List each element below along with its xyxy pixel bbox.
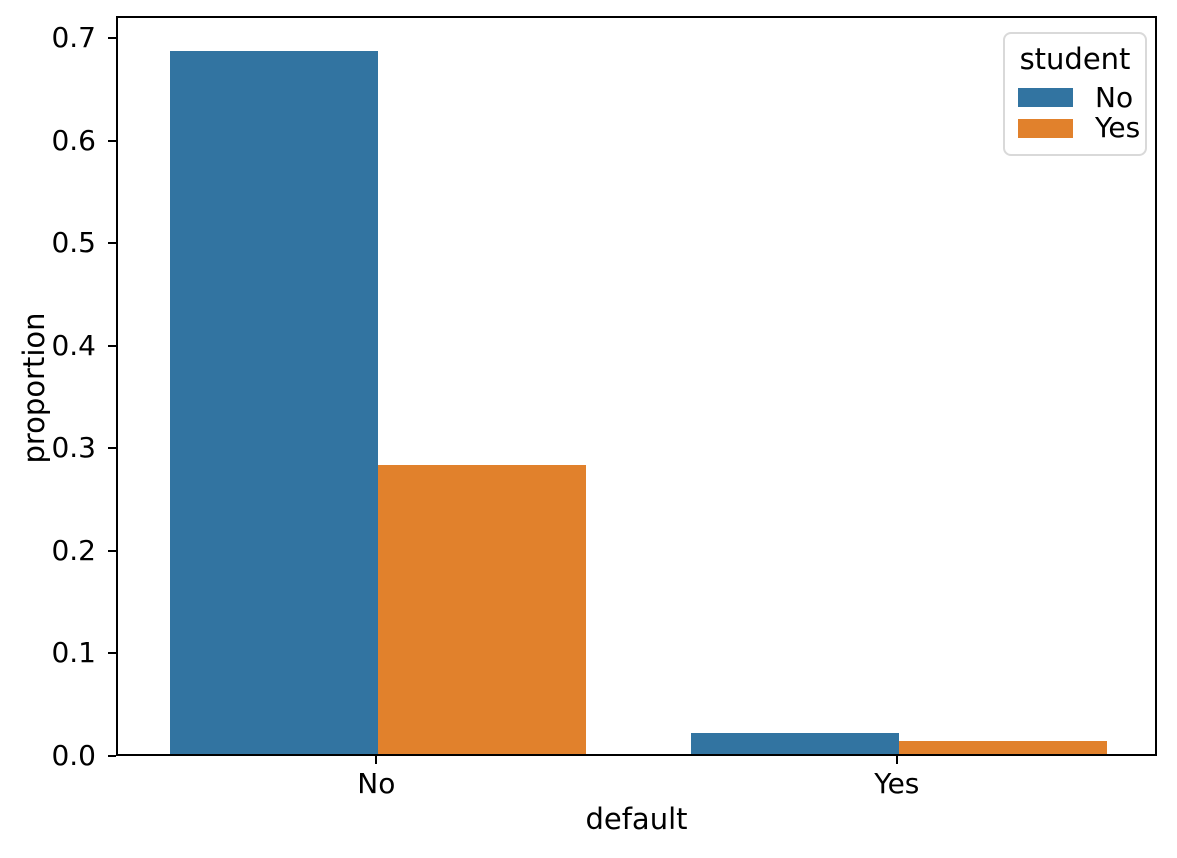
x-tick-label-Yes: Yes bbox=[874, 767, 920, 800]
legend-swatch-icon bbox=[1018, 88, 1073, 108]
y-tick-label: 0.6 bbox=[51, 123, 96, 157]
y-tick-mark bbox=[108, 447, 116, 450]
y-tick-label: 0.1 bbox=[51, 636, 96, 670]
x-tick-mark bbox=[895, 756, 898, 764]
y-tick-mark bbox=[108, 344, 116, 347]
bar-No-student-No bbox=[170, 51, 379, 754]
y-tick-mark bbox=[108, 37, 116, 40]
bar-Yes-student-Yes bbox=[898, 741, 1107, 754]
y-tick-mark bbox=[108, 242, 116, 245]
y-tick-label: 0.2 bbox=[51, 533, 96, 567]
y-tick-mark bbox=[108, 652, 116, 655]
y-tick-label: 0.5 bbox=[51, 226, 96, 260]
y-tick-label: 0.0 bbox=[51, 739, 96, 772]
bar-No-student-Yes bbox=[378, 465, 587, 754]
legend-label: No bbox=[1095, 80, 1134, 114]
y-tick-mark bbox=[108, 139, 116, 142]
y-tick-label: 0.7 bbox=[51, 21, 96, 55]
legend-row-No: No bbox=[1005, 80, 1145, 114]
legend-label: Yes bbox=[1095, 111, 1141, 145]
legend-title: student bbox=[1019, 41, 1131, 76]
x-tick-mark bbox=[375, 756, 378, 764]
legend: student No Yes bbox=[1003, 32, 1147, 156]
plot-area bbox=[116, 16, 1157, 756]
y-tick-mark bbox=[108, 549, 116, 552]
legend-row-Yes: Yes bbox=[1005, 113, 1145, 144]
x-tick-label-No: No bbox=[357, 767, 396, 800]
y-tick-label: 0.3 bbox=[51, 431, 96, 465]
legend-swatch-icon bbox=[1018, 119, 1073, 139]
legend-entries: No Yes bbox=[1005, 80, 1145, 145]
x-axis-label: default bbox=[585, 802, 688, 836]
y-tick-label: 0.4 bbox=[51, 328, 96, 362]
bar-Yes-student-No bbox=[690, 732, 899, 754]
y-tick-mark bbox=[108, 755, 116, 757]
